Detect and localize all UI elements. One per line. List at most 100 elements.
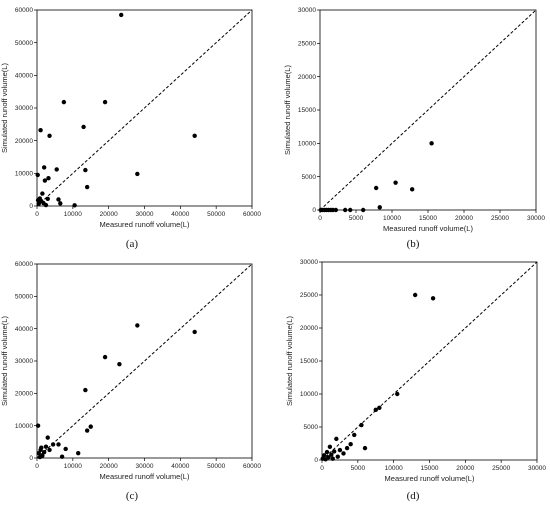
data-point — [352, 432, 357, 438]
data-point — [333, 207, 339, 213]
chart-panel-a: 0 10000 20000 30000 40000 50000 60000 0 10000 200… — [0, 7, 261, 250]
data-point — [334, 436, 339, 442]
y-axis-title: Simulated runoff volume(L) — [285, 316, 294, 406]
data-point — [373, 185, 379, 191]
data-point — [117, 362, 122, 367]
x-tick-label: 20000 — [100, 463, 118, 470]
reference-line — [319, 9, 537, 211]
x-tick-label: 50000 — [207, 463, 225, 470]
data-point — [84, 428, 90, 433]
data-point — [43, 444, 49, 449]
data-point — [58, 201, 63, 206]
data-point — [429, 141, 434, 146]
data-point — [362, 445, 368, 451]
data-point — [54, 167, 59, 172]
y-axis-title: Simulated runoff volume(L) — [0, 316, 9, 406]
data-point — [45, 196, 50, 202]
y-tick-label: 0 — [29, 455, 33, 462]
data-point — [39, 445, 44, 450]
data-point — [47, 447, 52, 453]
y-tick-label: 30000 — [15, 358, 33, 365]
x-tick-label: 20000 — [455, 215, 473, 222]
y-tick-label: 15000 — [300, 358, 318, 365]
x-axis-title: Measured runoff volume(L) — [385, 474, 475, 483]
y-tick-label: 40000 — [15, 326, 33, 333]
x-tick-label: 25000 — [491, 215, 509, 222]
y-tick-label: 50000 — [15, 294, 33, 301]
data-point — [46, 176, 51, 181]
data-point — [335, 454, 340, 459]
data-point — [88, 424, 93, 429]
chart-panel-b: 0 5000 10000 15000 20000 25000 30000 0 5000 10000… — [283, 7, 545, 250]
data-point — [83, 387, 88, 393]
data-point — [343, 207, 348, 213]
panel-label: (b) — [407, 238, 420, 250]
y-tick-label: 25000 — [300, 292, 318, 299]
x-tick-label: 30000 — [528, 465, 546, 472]
data-point — [72, 203, 77, 208]
data-point — [348, 207, 353, 213]
x-tick-label: 0 — [35, 463, 39, 470]
panel-label: (a) — [126, 238, 139, 250]
x-tick-label: 10000 — [385, 465, 403, 472]
panel-label: (d) — [407, 490, 420, 502]
data-point — [81, 124, 86, 130]
x-tick-label: 25000 — [492, 465, 510, 472]
y-tick-label: 60000 — [15, 7, 33, 14]
data-point — [84, 184, 90, 190]
data-point — [373, 407, 378, 413]
data-point — [359, 422, 364, 428]
data-point — [35, 423, 41, 428]
x-tick-label: 10000 — [64, 211, 82, 218]
x-tick-label: 30000 — [527, 215, 545, 222]
data-point — [41, 165, 47, 170]
x-tick-label: 60000 — [243, 211, 261, 218]
data-point — [393, 180, 398, 185]
y-tick-label: 10000 — [300, 391, 318, 398]
data-point — [61, 99, 67, 105]
data-point — [35, 172, 40, 178]
data-point — [56, 197, 61, 202]
data-point — [321, 453, 327, 458]
x-tick-label: 40000 — [171, 463, 189, 470]
data-point — [192, 133, 197, 138]
x-tick-label: 30000 — [135, 463, 153, 470]
y-tick-label: 15000 — [298, 107, 316, 114]
data-point — [412, 292, 418, 298]
panel-label: (c) — [126, 490, 139, 502]
y-tick-label: 10000 — [15, 423, 33, 430]
x-tick-label: 10000 — [64, 463, 82, 470]
y-tick-label: 25000 — [298, 41, 316, 48]
x-tick-label: 60000 — [243, 463, 261, 470]
data-point — [348, 441, 353, 447]
data-point — [409, 187, 415, 192]
y-tick-label: 0 — [312, 207, 316, 214]
data-point — [331, 449, 337, 454]
data-point — [361, 207, 366, 213]
data-point — [377, 405, 382, 411]
data-point — [47, 133, 52, 138]
data-point — [430, 296, 436, 301]
y-tick-label: 30000 — [298, 7, 316, 14]
y-tick-label: 5000 — [304, 424, 319, 431]
y-axis-title: Simulated runoff volume(L) — [283, 65, 292, 155]
x-tick-label: 0 — [35, 211, 39, 218]
x-tick-label: 50000 — [207, 211, 225, 218]
data-point — [102, 99, 108, 105]
data-point — [324, 449, 330, 455]
x-tick-label: 20000 — [456, 465, 474, 472]
data-point — [119, 12, 124, 18]
data-point — [63, 446, 68, 452]
data-point — [135, 323, 140, 328]
data-point — [330, 456, 335, 461]
y-tick-label: 30000 — [15, 105, 33, 112]
data-point — [41, 449, 47, 455]
data-point — [329, 452, 334, 457]
x-tick-label: 30000 — [135, 211, 153, 218]
data-point — [40, 191, 45, 196]
y-tick-label: 10000 — [298, 141, 316, 148]
x-tick-label: 0 — [320, 465, 324, 472]
data-point — [50, 442, 56, 447]
data-point — [344, 445, 350, 451]
